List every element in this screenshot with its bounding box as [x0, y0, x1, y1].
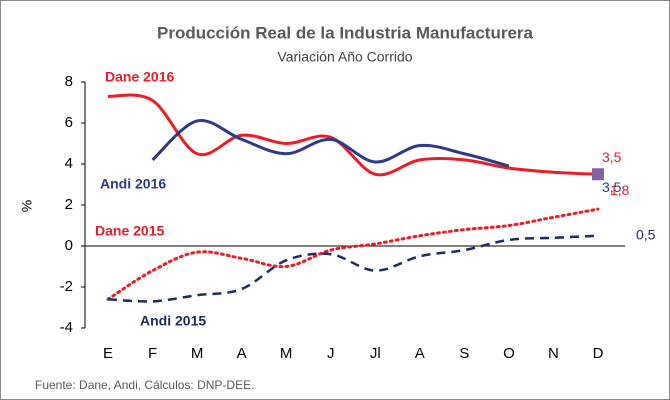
series-name: Andi 2015 — [140, 313, 206, 329]
x-tick-label: E — [103, 345, 113, 362]
source-note: Fuente: Dane, Andi, Cálculos: DNP-DEE. — [35, 378, 254, 392]
data-label: 1,8 — [610, 182, 630, 198]
y-tick-label: -4 — [60, 319, 73, 336]
series-name: Dane 2015 — [95, 223, 164, 239]
data-label: 3,5 — [602, 179, 622, 195]
y-tick-label: -2 — [60, 278, 73, 295]
x-tick-label: J — [327, 345, 335, 362]
x-tick-label: F — [148, 345, 157, 362]
x-tick-label: O — [503, 345, 515, 362]
series-line — [151, 119, 510, 168]
y-tick-label: 0 — [65, 237, 73, 254]
y-tick-label: 4 — [65, 155, 73, 172]
x-tick-label: A — [237, 345, 247, 362]
chart-title: Producción Real de la Industria Manufact… — [157, 23, 534, 42]
series-name: Andi 2016 — [100, 176, 166, 192]
data-label: 0,5 — [636, 226, 656, 242]
y-tick-label: 8 — [65, 73, 73, 90]
series-line — [107, 93, 599, 177]
x-tick-label: A — [415, 345, 425, 362]
y-tick-label: 2 — [65, 196, 73, 213]
end-marker — [592, 168, 604, 181]
series-line — [106, 207, 600, 301]
x-tick-label: Jl — [370, 345, 381, 362]
series-name: Dane 2016 — [105, 69, 174, 85]
y-tick-label: 6 — [65, 114, 73, 131]
data-label: 3,5 — [602, 149, 622, 165]
chart-subtitle: Variación Año Corrido — [277, 49, 412, 65]
y-axis-label: % — [19, 200, 35, 212]
x-tick-label: M — [280, 345, 293, 362]
x-tick-label: D — [593, 345, 604, 362]
x-tick-label: S — [459, 345, 469, 362]
x-tick-label: M — [191, 345, 204, 362]
series-line — [107, 234, 599, 303]
x-tick-label: N — [548, 345, 559, 362]
